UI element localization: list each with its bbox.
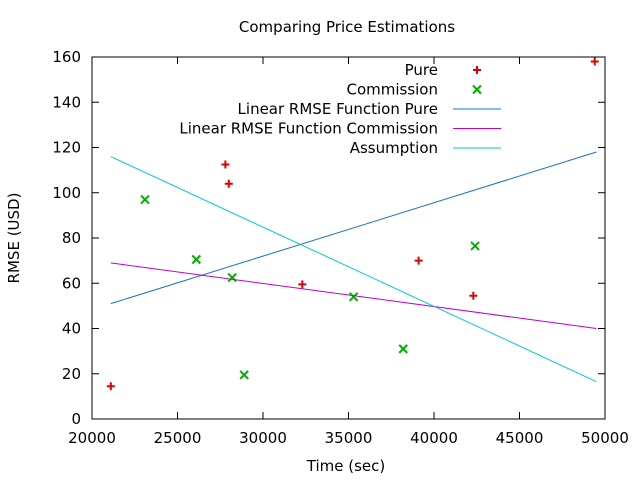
x-tick-label: 45000	[496, 429, 544, 447]
y-tick-label: 20	[62, 365, 81, 383]
data-point	[469, 291, 478, 300]
x-tick-label: 35000	[325, 429, 373, 447]
data-point	[106, 382, 115, 391]
x-tick-label: 40000	[410, 429, 458, 447]
series-assumption	[110, 156, 597, 383]
series-line	[110, 156, 597, 383]
y-tick-label: 0	[71, 410, 81, 428]
data-point	[221, 160, 230, 169]
legend-label: Pure	[405, 61, 438, 79]
y-axis: 0 20 40 60 80 100 120 140 160	[52, 48, 605, 428]
data-point	[470, 241, 480, 251]
data-point	[239, 370, 249, 380]
y-tick-label: 120	[52, 139, 81, 157]
data-point	[348, 292, 359, 302]
x-axis: 20000 25000 30000 35000 40000 45000 50000	[68, 57, 629, 447]
data-point	[227, 272, 237, 283]
series-pure	[106, 57, 599, 391]
series-commission	[140, 194, 480, 380]
y-tick-label: 160	[52, 48, 81, 66]
data-point	[298, 280, 307, 289]
series-linear-rmse-function-pure	[110, 151, 597, 305]
y-tick-label: 100	[52, 184, 81, 202]
data-point	[414, 256, 423, 265]
data-point	[224, 179, 233, 188]
y-axis-label: RMSE (USD)	[5, 193, 23, 284]
data-point	[140, 194, 150, 205]
x-tick-label: 20000	[68, 429, 116, 447]
x-tick-label: 50000	[581, 429, 629, 447]
legend-swatch	[472, 84, 482, 95]
legend-swatch	[473, 66, 481, 74]
series-line	[110, 151, 597, 305]
x-tick-label: 30000	[239, 429, 287, 447]
legend-label: Commission	[346, 81, 438, 99]
series-layer	[106, 57, 599, 391]
legend-label: Linear RMSE Function Pure	[238, 100, 438, 118]
y-tick-label: 60	[62, 274, 81, 292]
legend-label: Linear RMSE Function Commission	[179, 120, 438, 138]
series-linear-rmse-function-commission	[110, 262, 597, 329]
series-line	[110, 262, 597, 329]
x-axis-label: Time (sec)	[306, 457, 385, 475]
x-tick-label: 25000	[154, 429, 202, 447]
data-point	[191, 254, 202, 265]
data-point	[398, 344, 408, 354]
y-tick-label: 80	[62, 229, 81, 247]
data-point	[590, 57, 599, 66]
legend-label: Assumption	[350, 139, 438, 157]
chart-title: Comparing Price Estimations	[239, 18, 455, 36]
y-tick-label: 40	[62, 320, 81, 338]
y-tick-label: 140	[52, 93, 81, 111]
